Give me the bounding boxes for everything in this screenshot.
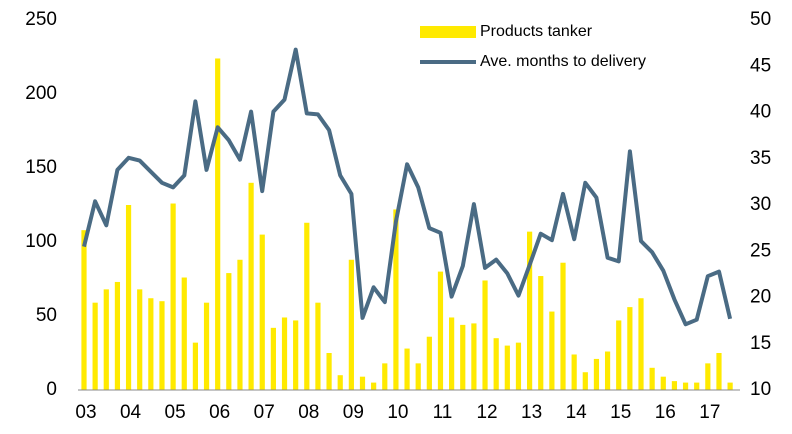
bar	[493, 338, 499, 390]
legend-label: Products tanker	[480, 23, 593, 40]
x-tick-label: 17	[699, 402, 720, 423]
y2-tick-label: 25	[750, 240, 771, 261]
bar	[449, 317, 455, 390]
line	[82, 47, 733, 327]
bar	[281, 317, 288, 390]
bar	[705, 363, 711, 390]
bar	[125, 205, 132, 390]
x-tick-label: 08	[298, 402, 319, 423]
bar	[259, 234, 265, 390]
y-tick-label: 0	[46, 379, 57, 400]
bar	[159, 301, 165, 390]
x-tick-label: 05	[165, 402, 186, 423]
bar	[304, 222, 310, 390]
bar	[237, 259, 243, 390]
bar	[326, 353, 332, 390]
y2-tick-label: 30	[750, 194, 771, 215]
bar	[92, 302, 98, 390]
x-tick-label: 13	[521, 402, 542, 423]
x-tick-label: 11	[433, 402, 453, 423]
legend-label: Ave. months to delivery	[480, 53, 646, 70]
legend-swatch	[420, 26, 476, 38]
bar	[649, 367, 655, 390]
bar	[682, 382, 689, 390]
bar	[593, 358, 600, 390]
bar	[515, 342, 522, 390]
bar	[170, 203, 176, 390]
bar	[371, 382, 377, 390]
bar	[660, 376, 666, 390]
bar	[504, 345, 510, 390]
bar	[248, 182, 254, 390]
bar	[694, 382, 700, 390]
bar	[315, 302, 321, 390]
x-tick-label: 06	[209, 402, 230, 423]
x-tick-label: 14	[566, 402, 588, 423]
y-tick-label: 250	[25, 9, 57, 30]
bar	[716, 353, 722, 390]
bar	[382, 363, 388, 390]
bar	[137, 289, 143, 390]
y-tick-label: 100	[25, 231, 57, 252]
bar	[415, 363, 421, 390]
bar	[549, 311, 555, 390]
bar	[404, 348, 410, 390]
x-tick-label: 12	[476, 402, 497, 423]
y-tick-label: 200	[25, 83, 57, 104]
bar	[215, 58, 221, 390]
bar	[437, 271, 444, 390]
y2-tick-label: 15	[750, 333, 771, 354]
bar	[393, 209, 399, 390]
bar	[727, 382, 733, 390]
bar	[114, 281, 121, 390]
x-tick-label: 04	[120, 402, 142, 423]
bar	[482, 280, 488, 390]
bar	[203, 302, 210, 390]
y2-tick-label: 20	[750, 287, 771, 308]
bar	[426, 336, 432, 390]
y2-tick-label: 50	[750, 9, 771, 30]
bar	[460, 324, 466, 390]
y-tick-label: 50	[36, 305, 57, 326]
bar	[359, 376, 366, 390]
bar	[616, 320, 622, 390]
y2-tick-label: 40	[750, 102, 771, 123]
x-tick-label: 07	[254, 402, 275, 423]
x-tick-label: 16	[655, 402, 676, 423]
bar	[571, 354, 577, 390]
x-tick-label: 15	[610, 402, 631, 423]
bar	[81, 230, 87, 390]
bar	[560, 262, 566, 390]
bar	[348, 259, 354, 390]
bar	[192, 342, 198, 390]
bar	[293, 320, 299, 390]
x-tick-label: 09	[343, 402, 364, 423]
bar	[270, 327, 276, 390]
bar	[148, 298, 154, 390]
y2-tick-label: 35	[750, 148, 771, 169]
x-tick-label: 10	[387, 402, 408, 423]
bar	[103, 289, 109, 390]
bar	[604, 351, 611, 390]
bar	[627, 307, 633, 390]
bar	[582, 372, 588, 390]
bar	[638, 298, 644, 390]
y-tick-label: 150	[25, 157, 57, 178]
bar	[337, 375, 343, 390]
y2-tick-label: 45	[750, 55, 771, 76]
y2-tick-label: 10	[750, 379, 771, 400]
bar	[527, 231, 533, 390]
bar	[671, 381, 678, 390]
bar	[181, 277, 187, 390]
bar	[538, 276, 544, 390]
x-tick-label: 03	[75, 402, 96, 423]
bar	[471, 323, 477, 390]
bar	[226, 273, 232, 390]
